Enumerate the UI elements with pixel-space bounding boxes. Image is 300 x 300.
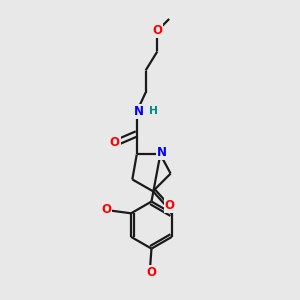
Text: O: O [165,200,175,212]
Text: O: O [146,266,157,279]
Text: N: N [134,105,144,118]
Text: O: O [110,136,120,149]
Text: H: H [148,106,158,116]
Text: O: O [101,203,111,216]
Text: O: O [152,24,162,37]
Text: N: N [157,146,167,159]
